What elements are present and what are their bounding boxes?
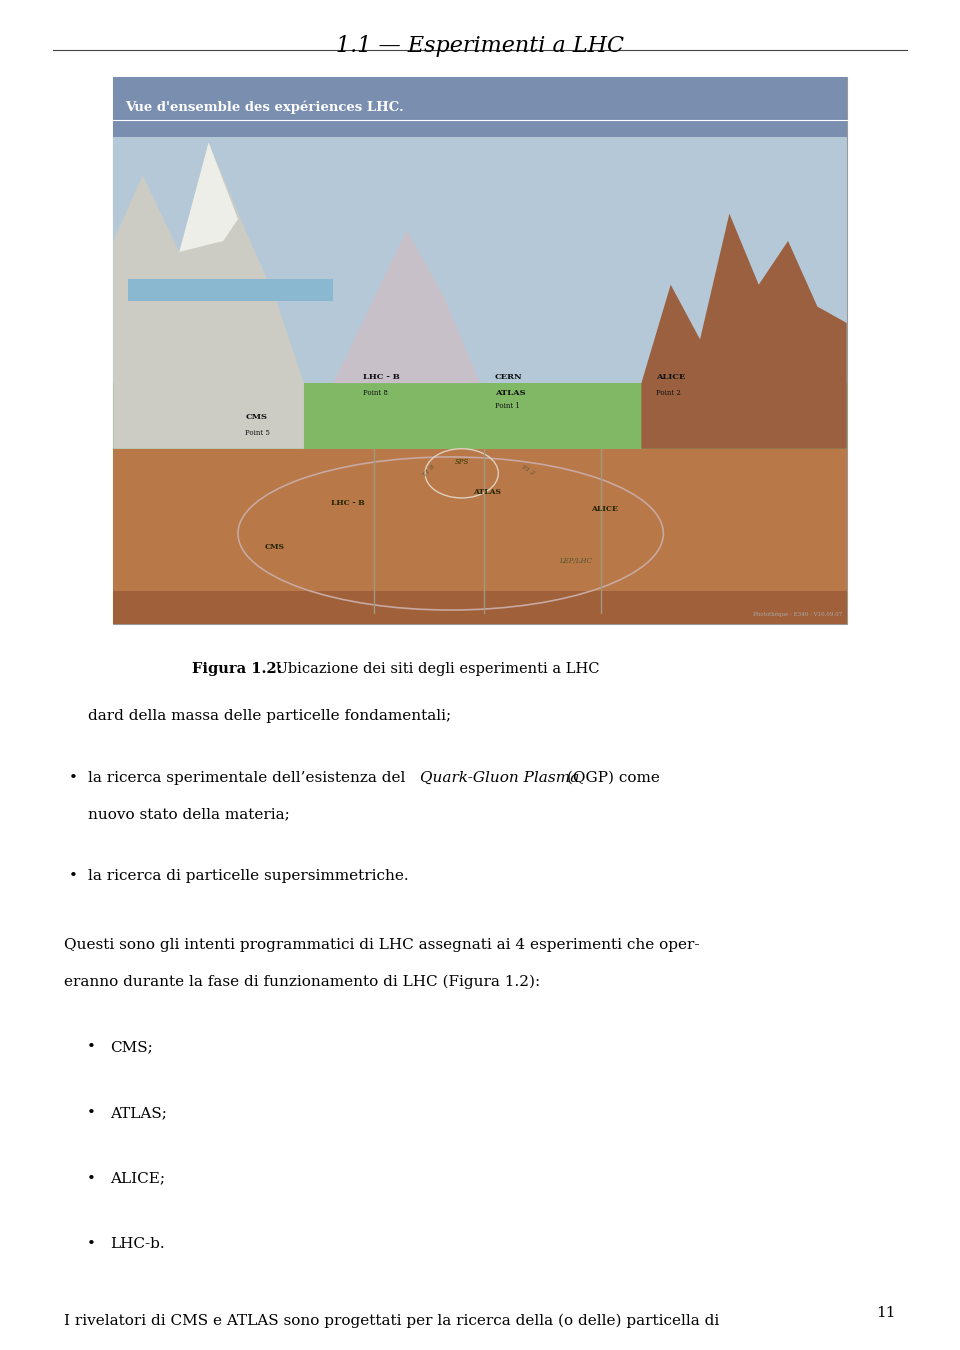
Text: •: • — [86, 1172, 95, 1185]
Text: la ricerca di particelle supersimmetriche.: la ricerca di particelle supersimmetrich… — [88, 869, 409, 883]
Text: ALICE;: ALICE; — [110, 1172, 165, 1185]
Text: CMS;: CMS; — [110, 1041, 154, 1054]
Text: Questi sono gli intenti programmatici di LHC assegnati ai 4 esperimenti che oper: Questi sono gli intenti programmatici di… — [64, 938, 700, 952]
Text: CMS: CMS — [265, 543, 284, 551]
Bar — [113, 77, 847, 138]
Text: ATLAS: ATLAS — [473, 489, 501, 497]
Text: Vue d'ensemble des expériences LHC.: Vue d'ensemble des expériences LHC. — [125, 100, 403, 113]
Text: I rivelatori di CMS e ATLAS sono progettati per la ricerca della (o delle) parti: I rivelatori di CMS e ATLAS sono progett… — [64, 1314, 720, 1328]
Polygon shape — [333, 230, 480, 383]
Polygon shape — [641, 213, 847, 448]
Text: T1 8: T1 8 — [421, 464, 436, 478]
Text: Photothèque - E340 - V10,09.07: Photothèque - E340 - V10,09.07 — [753, 612, 842, 617]
Text: Point 1: Point 1 — [494, 402, 519, 410]
Text: Point 5: Point 5 — [246, 429, 270, 437]
Text: nuovo stato della materia;: nuovo stato della materia; — [88, 807, 290, 821]
Text: (QGP) come: (QGP) come — [562, 771, 660, 784]
Text: CERN: CERN — [494, 373, 522, 381]
Text: •: • — [86, 1106, 95, 1120]
Bar — [113, 383, 847, 448]
Text: LHC - B: LHC - B — [331, 500, 365, 508]
Bar — [113, 77, 847, 624]
Text: SPS: SPS — [454, 459, 468, 466]
Text: la ricerca sperimentale dell’esistenza del: la ricerca sperimentale dell’esistenza d… — [88, 771, 411, 784]
Text: LEP/LHC: LEP/LHC — [559, 556, 592, 564]
Bar — [113, 448, 847, 624]
Text: Point 2: Point 2 — [656, 389, 681, 397]
Text: 1.1 — Esperimenti a LHC: 1.1 — Esperimenti a LHC — [336, 35, 624, 57]
Text: CMS: CMS — [246, 413, 267, 421]
Text: •: • — [86, 1041, 95, 1054]
Text: Quark-Gluon Plasma: Quark-Gluon Plasma — [420, 771, 579, 784]
Text: •: • — [69, 869, 78, 883]
Text: ALICE: ALICE — [656, 373, 685, 381]
Polygon shape — [180, 143, 238, 252]
Text: LHC - B: LHC - B — [363, 373, 399, 381]
Text: ALICE: ALICE — [591, 505, 618, 513]
Bar — [128, 279, 333, 301]
Text: •: • — [86, 1238, 95, 1251]
Text: ATLAS;: ATLAS; — [110, 1106, 167, 1120]
Bar — [113, 591, 847, 624]
Text: dard della massa delle particelle fondamentali;: dard della massa delle particelle fondam… — [88, 709, 451, 722]
Text: •: • — [69, 771, 78, 784]
Text: ATLAS: ATLAS — [494, 389, 525, 397]
Text: Figura 1.2:: Figura 1.2: — [192, 662, 282, 675]
Text: 11: 11 — [876, 1307, 896, 1320]
Text: eranno durante la fase di funzionamento di LHC (Figura 1.2):: eranno durante la fase di funzionamento … — [64, 975, 540, 990]
Text: T1 2: T1 2 — [520, 464, 535, 477]
Bar — [113, 138, 847, 383]
Polygon shape — [113, 143, 304, 448]
Text: Point 8: Point 8 — [363, 389, 388, 397]
Text: LHC-b.: LHC-b. — [110, 1238, 165, 1251]
Text: Ubicazione dei siti degli esperimenti a LHC: Ubicazione dei siti degli esperimenti a … — [271, 662, 599, 675]
